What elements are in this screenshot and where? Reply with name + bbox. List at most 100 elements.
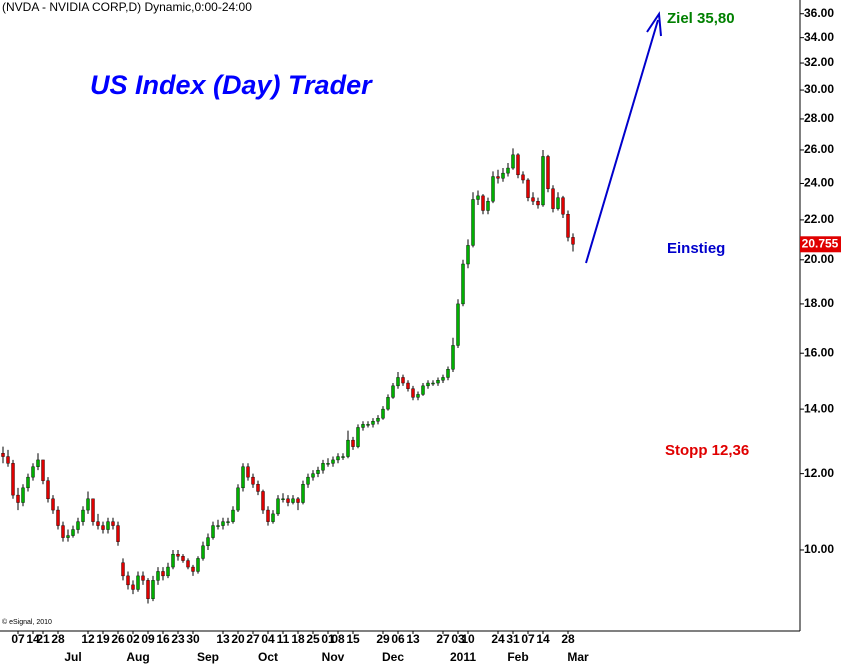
candle-body <box>491 176 495 202</box>
x-tick-label: 08 <box>331 632 345 646</box>
candle-body <box>71 529 75 536</box>
candle-body <box>201 545 205 559</box>
chart-title: (NVDA - NVIDIA CORP,D) Dynamic,0:00-24:0… <box>2 0 252 14</box>
candle-body <box>391 385 395 398</box>
y-tick-label: 20.00 <box>804 252 834 266</box>
candle-body <box>141 575 145 581</box>
candle-body <box>61 525 65 538</box>
candle-body <box>91 498 95 522</box>
copyright: © eSignal, 2010 <box>2 618 52 626</box>
candle-body <box>31 466 35 478</box>
candle-body <box>1 453 5 457</box>
last-price-box <box>800 236 841 253</box>
candle-body <box>446 369 450 378</box>
candle-body <box>191 566 195 572</box>
candle-body <box>396 377 400 387</box>
candle-body <box>566 214 570 238</box>
x-tick-label: 10 <box>461 632 475 646</box>
candle-body <box>216 525 220 527</box>
candle-body <box>401 377 405 384</box>
x-tick-label: 04 <box>261 632 275 646</box>
stop-label: Stopp 12,36 <box>665 442 749 459</box>
candle-body <box>311 473 315 478</box>
month-label: Jul <box>64 650 81 664</box>
candle-body <box>376 417 380 422</box>
y-tick-label: 24.00 <box>804 176 834 190</box>
candle-body <box>226 521 230 523</box>
candle-body <box>156 571 160 581</box>
candle-body <box>416 394 420 398</box>
candle-body <box>351 439 355 447</box>
candle-body <box>476 195 480 200</box>
candle-body <box>206 537 210 547</box>
x-tick-label: 06 <box>391 632 405 646</box>
candle-body <box>561 197 565 215</box>
candle-body <box>326 463 330 465</box>
x-tick-label: 20 <box>231 632 245 646</box>
candle-body <box>286 498 290 503</box>
month-label: Mar <box>567 650 589 664</box>
y-tick-label: 36.00 <box>804 6 834 20</box>
candle-body <box>436 380 440 384</box>
x-tick-label: 30 <box>186 632 200 646</box>
target-label: Ziel 35,80 <box>667 10 735 27</box>
candle-body <box>151 580 155 599</box>
y-tick-label: 10.00 <box>804 542 834 556</box>
y-tick-label: 34.00 <box>804 30 834 44</box>
candle-body <box>36 459 40 467</box>
x-tick-label: 27 <box>436 632 450 646</box>
x-tick-label: 28 <box>561 632 575 646</box>
y-tick-label: 18.00 <box>804 296 834 310</box>
candle-body <box>11 463 15 496</box>
candle-body <box>316 469 320 474</box>
candle-body <box>76 521 80 530</box>
candle-body <box>181 556 185 561</box>
month-label: Aug <box>126 650 149 664</box>
candle-body <box>261 491 265 511</box>
candle-body <box>481 195 485 211</box>
candle-body <box>356 427 360 447</box>
candle-body <box>66 535 70 538</box>
candle-body <box>136 575 140 590</box>
month-label: Feb <box>507 650 528 664</box>
candle-body <box>46 480 50 500</box>
month-label: 2011 <box>450 650 476 664</box>
candle-body <box>431 382 435 385</box>
y-tick-label: 26.00 <box>804 142 834 156</box>
candle-body <box>556 197 560 209</box>
month-label: Dec <box>382 650 404 664</box>
x-tick-label: 07 <box>11 632 25 646</box>
month-label: Sep <box>197 650 219 664</box>
candle-body <box>86 498 90 511</box>
x-tick-label: 26 <box>111 632 125 646</box>
candle-body <box>166 566 170 577</box>
arrow-shaft <box>585 19 659 264</box>
candle-body <box>186 560 190 568</box>
candle-body <box>196 558 200 572</box>
y-tick-label: 12.00 <box>804 466 834 480</box>
candle-body <box>336 456 340 461</box>
candle-body <box>21 487 25 503</box>
candle-body <box>526 179 530 198</box>
candle-body <box>296 498 300 503</box>
y-tick-label: 22.00 <box>804 212 834 226</box>
candle-body <box>171 553 175 568</box>
candle-body <box>111 521 115 526</box>
x-tick-label: 23 <box>171 632 185 646</box>
x-tick-label: 21 <box>36 632 50 646</box>
x-tick-label: 27 <box>246 632 260 646</box>
candle-body <box>251 476 255 485</box>
candle-body <box>571 237 575 245</box>
candle-body <box>546 156 550 189</box>
candle-body <box>536 201 540 206</box>
x-tick-label: 25 <box>306 632 320 646</box>
candle-body <box>306 476 310 485</box>
candle-body <box>176 553 180 557</box>
candle-body <box>26 476 30 489</box>
x-tick-label: 15 <box>346 632 360 646</box>
candle-body <box>291 498 295 503</box>
x-tick-label: 19 <box>96 632 110 646</box>
